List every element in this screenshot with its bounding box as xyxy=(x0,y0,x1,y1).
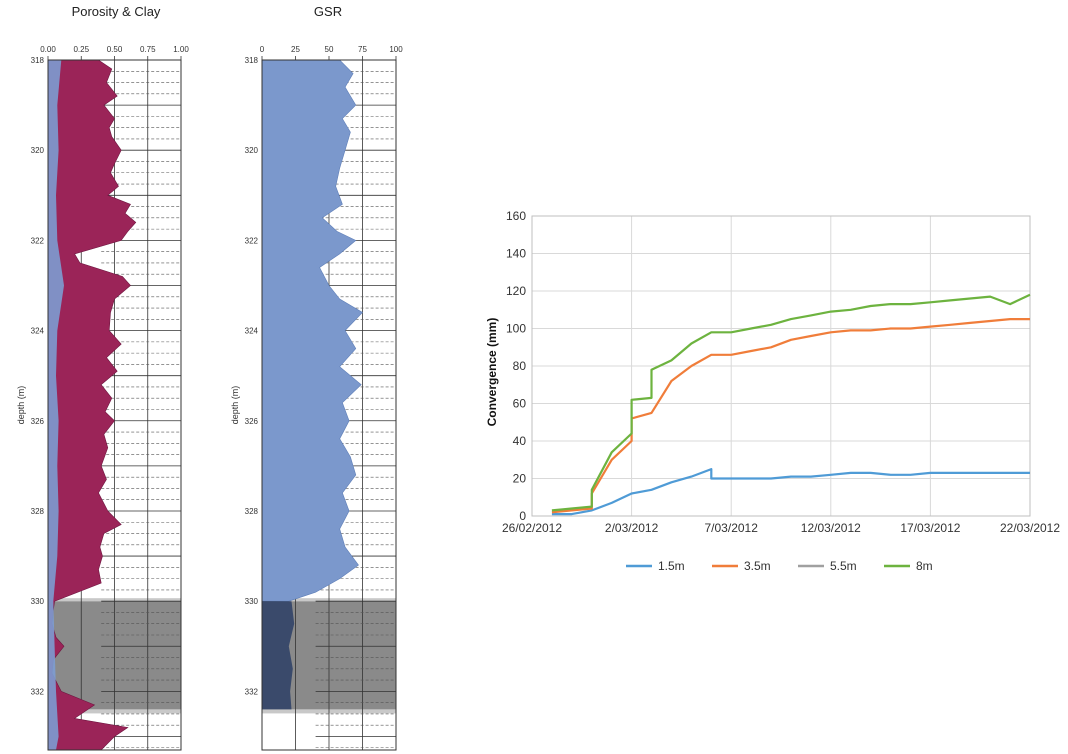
gsr-panel: GSR depth (m) 0 25 50 75 100 318 320 322 324 326… xyxy=(230,4,403,751)
y-tick-label: 322 xyxy=(31,236,45,245)
y-tick-label: 160 xyxy=(506,209,526,223)
y-tick-label: 140 xyxy=(506,247,526,261)
convergence-chart: 0 20 40 60 80 100 120 140 160 26/02/2012 2/03/201… xyxy=(485,209,1060,573)
porosity-clay-ylabel: depth (m) xyxy=(16,386,26,425)
convergence-legend: 1.5m 3.5m 5.5m 8m xyxy=(626,559,933,573)
series-line-1.5m xyxy=(551,468,1030,516)
y-tick-label: 328 xyxy=(245,507,259,516)
y-tick-label: 332 xyxy=(245,687,259,696)
x-tick-label: 7/03/2012 xyxy=(705,521,759,535)
y-tick-label: 322 xyxy=(245,236,259,245)
legend-label-8m: 8m xyxy=(916,559,933,573)
porosity-clay-x-ticks: 0.00 0.25 0.50 0.75 1.00 xyxy=(40,45,189,60)
convergence-series xyxy=(551,293,1031,516)
gsr-grid xyxy=(295,59,396,750)
porosity-clay-panel: Porosity & Clay depth (m) 0.00 0.25 0.50 0.… xyxy=(16,4,189,751)
x-tick-label: 22/03/2012 xyxy=(1000,521,1060,535)
x-tick-label: 25 xyxy=(291,45,300,54)
gsr-ylabel: depth (m) xyxy=(230,386,240,425)
gsr-y-ticks: 318 320 322 324 326 328 330 332 xyxy=(245,56,259,696)
y-tick-label: 328 xyxy=(31,507,45,516)
y-tick-label: 120 xyxy=(506,284,526,298)
series-line-8m xyxy=(551,293,1031,512)
clay-area xyxy=(48,60,64,750)
y-tick-label: 324 xyxy=(245,327,259,336)
y-tick-label: 318 xyxy=(31,56,45,65)
x-tick-label: 2/03/2012 xyxy=(605,521,659,535)
x-tick-label: 0.50 xyxy=(107,45,123,54)
convergence-plot-frame xyxy=(531,215,1031,517)
x-tick-label: 1.00 xyxy=(173,45,189,54)
convergence-ylabel: Convergence (mm) xyxy=(485,318,499,427)
y-tick-label: 318 xyxy=(245,56,259,65)
gsr-dark-area xyxy=(262,601,295,710)
porosity-clay-y-ticks: 318 320 322 324 326 328 330 332 xyxy=(31,56,45,696)
x-tick-label: 26/02/2012 xyxy=(502,521,562,535)
x-tick-label: 0.75 xyxy=(140,45,156,54)
y-tick-label: 330 xyxy=(31,597,45,606)
y-tick-label: 60 xyxy=(513,397,527,411)
y-tick-label: 320 xyxy=(245,146,259,155)
x-tick-label: 17/03/2012 xyxy=(900,521,960,535)
x-tick-label: 0.25 xyxy=(73,45,89,54)
x-tick-label: 0 xyxy=(260,45,265,54)
y-tick-label: 0 xyxy=(519,509,526,523)
porosity-area xyxy=(47,59,137,751)
gsr-area xyxy=(261,59,363,602)
y-tick-label: 332 xyxy=(31,687,45,696)
legend-label-1.5m: 1.5m xyxy=(658,559,685,573)
x-tick-label: 100 xyxy=(389,45,403,54)
y-tick-label: 80 xyxy=(513,359,527,373)
x-tick-label: 50 xyxy=(325,45,334,54)
x-tick-label: 0.00 xyxy=(40,45,56,54)
legend-label-5.5m: 5.5m xyxy=(830,559,857,573)
y-tick-label: 40 xyxy=(513,434,527,448)
series-line-3.5m xyxy=(551,318,1030,514)
y-tick-label: 330 xyxy=(245,597,259,606)
convergence-y-ticks: 0 20 40 60 80 100 120 140 160 xyxy=(506,209,526,523)
y-tick-label: 20 xyxy=(513,472,527,486)
convergence-x-ticks: 26/02/2012 2/03/2012 7/03/2012 12/03/2012 17… xyxy=(502,521,1060,535)
porosity-clay-title: Porosity & Clay xyxy=(72,4,161,19)
x-tick-label: 12/03/2012 xyxy=(801,521,861,535)
x-tick-label: 75 xyxy=(358,45,367,54)
y-tick-label: 320 xyxy=(31,146,45,155)
y-tick-label: 326 xyxy=(31,417,45,426)
y-tick-label: 100 xyxy=(506,322,526,336)
convergence-grid xyxy=(531,215,1031,517)
gsr-title: GSR xyxy=(314,4,342,19)
legend-label-3.5m: 3.5m xyxy=(744,559,771,573)
y-tick-label: 324 xyxy=(31,327,45,336)
y-tick-label: 326 xyxy=(245,417,259,426)
gsr-x-ticks: 0 25 50 75 100 xyxy=(260,45,403,60)
